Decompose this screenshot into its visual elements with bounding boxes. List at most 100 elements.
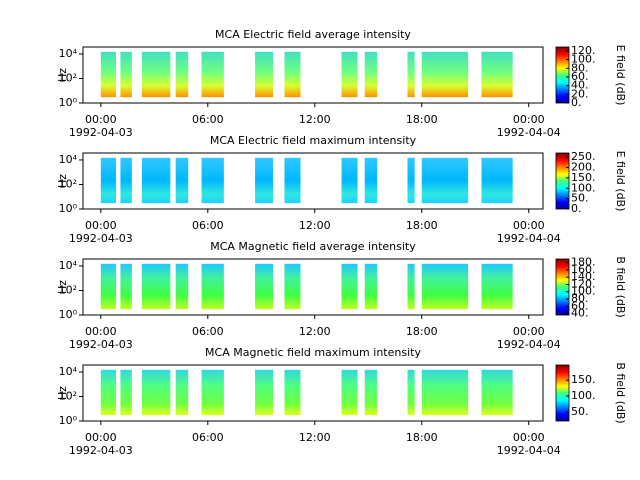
date-label: 1992-04-03 [69,444,133,457]
data-block [255,369,274,416]
x-tick-label: 00:00 [85,113,117,126]
x-tick-label: 06:00 [192,431,224,444]
colorbar-label: E field (dB) [614,45,627,106]
data-block [255,157,274,204]
colorbar-tick-label: 140. [571,270,596,283]
x-tick-label: 06:00 [192,113,224,126]
y-axis-label: Hz [56,386,69,400]
colorbar-tick-label: 0. [571,202,582,215]
colorbar-tick-label: 160. [571,263,596,276]
x-tick-label: 00:00 [513,113,545,126]
axes-frame [82,46,544,104]
x-tick-label: 00:00 [85,325,117,338]
data-block [175,51,189,98]
colorbar-tick-label: 100. [571,285,596,298]
data-block [100,157,116,204]
y-axis-label: Hz [56,174,69,188]
x-tick-label: 12:00 [299,431,331,444]
data-block [421,369,469,416]
data-block [407,51,415,98]
y-tick-label: 10⁰ [59,96,78,109]
data-block [120,51,132,98]
y-tick-label: 10² [59,389,77,402]
data-block [284,369,301,416]
colorbar-tick-label: 50. [571,405,589,418]
data-block [201,157,224,204]
data-block [341,51,358,98]
data-block [341,263,358,310]
colorbar-tick-label: 80. [571,292,589,305]
colorbar-tick-label: 250. [571,150,596,163]
colorbar-tick-label: 50. [571,192,589,205]
x-tick-label: 18:00 [406,219,438,232]
colorbar-label: B field (dB) [614,362,627,423]
date-label: 1992-04-03 [69,338,133,351]
panel-title: MCA Electric field average intensity [215,28,411,41]
data-block [141,369,171,416]
colorbar-tick-label: 100. [571,181,596,194]
x-tick-label: 06:00 [192,219,224,232]
colorbar-tick-label: 120. [571,44,596,57]
colorbar-tick-label: 180. [571,256,596,269]
date-label: 1992-04-04 [497,444,561,457]
data-block [481,263,513,310]
data-block [201,369,224,416]
x-tick-label: 12:00 [299,325,331,338]
data-block [100,51,116,98]
colorbar-tick-label: 100. [571,389,596,402]
y-axis-label: Hz [56,280,69,294]
colorbar-label: B field (dB) [614,256,627,317]
colorbar-tick-label: 40. [571,307,589,320]
colorbar-tick-label: 40. [571,79,589,92]
y-tick-label: 10⁴ [59,153,78,166]
data-block [255,263,274,310]
data-block [341,157,358,204]
data-block [284,157,301,204]
axes-frame [82,258,544,316]
colorbar [555,364,570,422]
date-label: 1992-04-04 [497,126,561,139]
data-block [284,51,301,98]
x-tick-label: 12:00 [299,113,331,126]
date-label: 1992-04-03 [69,126,133,139]
date-label: 1992-04-03 [69,232,133,245]
colorbar-tick-label: 200. [571,161,596,174]
colorbar-tick-label: 20. [571,87,589,100]
date-label: 1992-04-04 [497,338,561,351]
y-tick-label: 10² [59,177,77,190]
data-block [421,157,469,204]
x-tick-label: 06:00 [192,325,224,338]
x-tick-label: 18:00 [406,113,438,126]
data-block [201,51,224,98]
y-tick-label: 10² [59,283,77,296]
colorbar-label: E field (dB) [614,151,627,212]
data-block [407,157,415,204]
y-tick-label: 10⁰ [59,414,78,427]
x-tick-label: 00:00 [85,431,117,444]
data-block [141,263,171,310]
axes-frame [82,364,544,422]
data-block [341,369,358,416]
data-block [421,51,469,98]
data-block [364,157,378,204]
y-tick-label: 10² [59,71,77,84]
data-block [364,369,378,416]
x-tick-label: 00:00 [513,431,545,444]
data-block [481,157,513,204]
colorbar-tick-label: 80. [571,61,589,74]
data-block [255,51,274,98]
data-block [100,263,116,310]
data-block [175,157,189,204]
data-block [141,51,171,98]
x-tick-label: 18:00 [406,325,438,338]
colorbar-tick-label: 120. [571,277,596,290]
data-block [120,263,132,310]
colorbar-tick-label: 60. [571,299,589,312]
y-tick-label: 10⁴ [59,47,78,60]
data-block [481,369,513,416]
colorbar-tick-label: 0. [571,96,582,109]
data-block [100,369,116,416]
data-block [120,369,132,416]
data-block [421,263,469,310]
colorbar-tick-label: 150. [571,171,596,184]
